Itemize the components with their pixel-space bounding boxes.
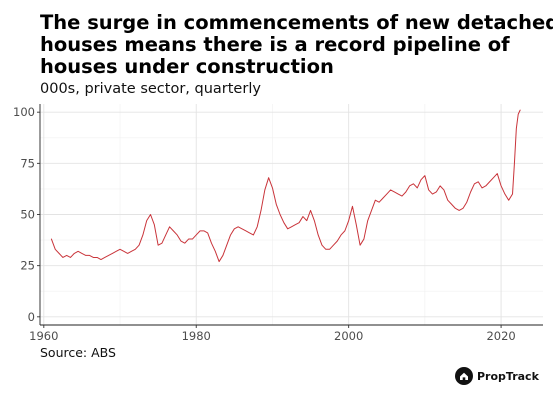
chart-title: The surge in commencements of new detach… xyxy=(40,11,553,78)
x-tick-label: 1980 xyxy=(182,329,211,343)
proptrack-logo: PropTrack xyxy=(455,367,539,385)
y-tick-label: 75 xyxy=(20,156,35,170)
x-tick-label: 2000 xyxy=(334,329,363,343)
chart-title-line: The surge in commencements of new detach… xyxy=(40,11,553,34)
chart-title-line: houses under construction xyxy=(40,55,334,78)
chart-title-line: houses means there is a record pipeline … xyxy=(40,33,510,56)
source-note: Source: ABS xyxy=(40,345,116,360)
x-tick-label: 1960 xyxy=(29,329,58,343)
grid xyxy=(40,104,543,325)
series-line xyxy=(50,109,521,263)
y-tick-label: 25 xyxy=(20,259,35,273)
logo-text: PropTrack xyxy=(477,369,539,383)
y-tick-label: 100 xyxy=(13,105,35,119)
chart-subtitle: 000s, private sector, quarterly xyxy=(40,81,261,97)
y-tick-label: 50 xyxy=(20,208,35,222)
house-icon xyxy=(455,367,473,385)
x-tick-label: 2020 xyxy=(486,329,515,343)
series-group xyxy=(50,109,521,263)
axes: 0 25 50 75 100 1960 1980 2000 2020 xyxy=(13,104,543,343)
y-tick-label: 0 xyxy=(28,310,35,324)
